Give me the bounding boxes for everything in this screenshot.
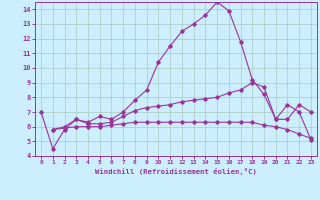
X-axis label: Windchill (Refroidissement éolien,°C): Windchill (Refroidissement éolien,°C) — [95, 168, 257, 175]
